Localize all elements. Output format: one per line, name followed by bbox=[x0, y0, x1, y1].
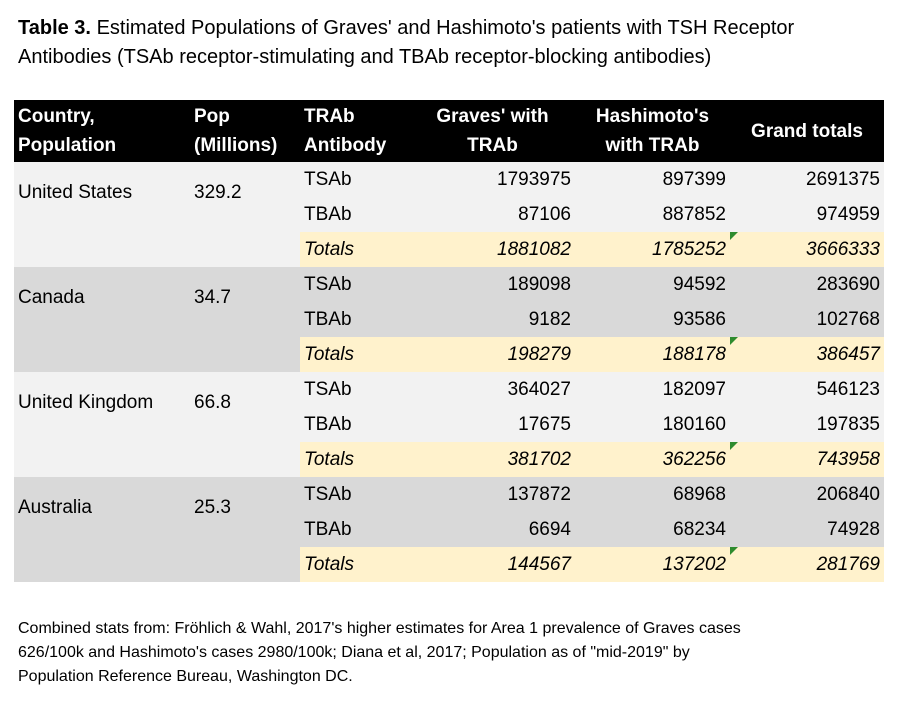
value-cell: 974959 bbox=[730, 197, 884, 232]
header-line: TRAb bbox=[467, 135, 518, 156]
table-row: Totals 144567 137202 281769 bbox=[14, 547, 884, 582]
table-body: United States 329.2 TSAb 1793975 897399 26913… bbox=[14, 162, 884, 582]
table-row: Totals 1881082 1785252 3666333 bbox=[14, 232, 884, 267]
value-cell: 743958 bbox=[730, 442, 884, 477]
value-cell: 102768 bbox=[730, 302, 884, 337]
antibody-cell: TBAb bbox=[300, 302, 410, 337]
population-cell: 25.3 bbox=[190, 477, 300, 582]
column-header: Grand totals bbox=[730, 100, 884, 162]
value-cell: 2691375 bbox=[730, 162, 884, 197]
title-label: Table 3. bbox=[18, 17, 91, 39]
header-line: Antibody bbox=[304, 135, 387, 156]
footnote-line: 626/100k and Hashimoto's cases 2980/100k… bbox=[18, 644, 690, 661]
value-cell: 897399 bbox=[575, 162, 730, 197]
population-cell: 329.2 bbox=[190, 162, 300, 267]
column-header: Graves' with TRAb bbox=[410, 100, 575, 162]
value-cell: 68968 bbox=[575, 477, 730, 512]
footnote: Combined stats from: Fröhlich & Wahl, 20… bbox=[18, 617, 741, 689]
antibody-cell: TBAb bbox=[300, 407, 410, 442]
antibody-cell: Totals bbox=[300, 547, 410, 582]
header-line: Grand totals bbox=[751, 120, 863, 142]
value-cell: 188178 bbox=[575, 337, 730, 372]
value-cell: 386457 bbox=[730, 337, 884, 372]
title-text: Antibodies (TSAb receptor-stimulating an… bbox=[18, 46, 712, 68]
table-row: Totals 198279 188178 386457 bbox=[14, 337, 884, 372]
value-cell: 283690 bbox=[730, 267, 884, 302]
table-row: Canada 34.7 TSAb 189098 94592 283690 bbox=[14, 267, 884, 372]
table-row: Australia 25.3 TSAb 137872 68968 206840 bbox=[14, 477, 884, 582]
column-header: TRAb Antibody bbox=[300, 100, 410, 162]
header-line: TRAb bbox=[304, 106, 355, 127]
antibody-cell: Totals bbox=[300, 232, 410, 267]
value-cell: 1881082 bbox=[410, 232, 575, 267]
value-cell: 1793975 bbox=[410, 162, 575, 197]
antibody-cell: TSAb bbox=[300, 477, 410, 512]
value-cell: 887852 bbox=[575, 197, 730, 232]
table-row: TBAb 9182 93586 102768 bbox=[14, 302, 884, 337]
value-cell: 182097 bbox=[575, 372, 730, 407]
header-line: (Millions) bbox=[194, 135, 278, 156]
value-cell: 364027 bbox=[410, 372, 575, 407]
antibody-cell: TSAb bbox=[300, 372, 410, 407]
antibody-cell: TBAb bbox=[300, 197, 410, 232]
data-table: Country, Population Pop (Millions) TRAb Antib… bbox=[14, 100, 884, 582]
population-cell: 34.7 bbox=[190, 267, 300, 372]
table-title: Table 3. Estimated Populations of Graves… bbox=[18, 14, 794, 72]
value-cell: 68234 bbox=[575, 512, 730, 547]
header-line: with TRAb bbox=[605, 135, 700, 156]
value-cell: 546123 bbox=[730, 372, 884, 407]
value-cell: 144567 bbox=[410, 547, 575, 582]
population-cell: 66.8 bbox=[190, 372, 300, 477]
header-line: Graves' with bbox=[436, 106, 549, 127]
table-row: United Kingdom 66.8 TSAb 364027 182097 546123 bbox=[14, 372, 884, 477]
header-line: Hashimoto's bbox=[595, 106, 710, 127]
title-text: Estimated Populations of Graves' and Has… bbox=[96, 17, 795, 39]
column-header: Hashimoto's with TRAb bbox=[575, 100, 730, 162]
column-header: Pop (Millions) bbox=[190, 100, 300, 162]
antibody-cell: Totals bbox=[300, 442, 410, 477]
value-cell: 74928 bbox=[730, 512, 884, 547]
country-cell: United States bbox=[14, 162, 190, 267]
antibody-cell: TSAb bbox=[300, 162, 410, 197]
country-cell: United Kingdom bbox=[14, 372, 190, 477]
value-cell: 198279 bbox=[410, 337, 575, 372]
table-row: United States 329.2 TSAb 1793975 897399 26913… bbox=[14, 162, 884, 267]
value-cell: 381702 bbox=[410, 442, 575, 477]
value-cell: 93586 bbox=[575, 302, 730, 337]
value-cell: 197835 bbox=[730, 407, 884, 442]
value-cell: 137872 bbox=[410, 477, 575, 512]
country-cell: Australia bbox=[14, 477, 190, 582]
column-header: Country, Population bbox=[14, 100, 190, 162]
footnote-line: Combined stats from: Fröhlich & Wahl, 20… bbox=[18, 620, 741, 637]
table-row: Totals 381702 362256 743958 bbox=[14, 442, 884, 477]
value-cell: 281769 bbox=[730, 547, 884, 582]
value-cell: 180160 bbox=[575, 407, 730, 442]
header-line: Pop bbox=[194, 106, 230, 127]
header-line: Country, bbox=[18, 106, 95, 127]
value-cell: 206840 bbox=[730, 477, 884, 512]
antibody-cell: TBAb bbox=[300, 512, 410, 547]
value-cell: 87106 bbox=[410, 197, 575, 232]
value-cell: 6694 bbox=[410, 512, 575, 547]
value-cell: 362256 bbox=[575, 442, 730, 477]
header-row: Country, Population Pop (Millions) TRAb Antib… bbox=[14, 100, 884, 162]
value-cell: 137202 bbox=[575, 547, 730, 582]
table-row: TBAb 6694 68234 74928 bbox=[14, 512, 884, 547]
value-cell: 94592 bbox=[575, 267, 730, 302]
value-cell: 9182 bbox=[410, 302, 575, 337]
footnote-line: Population Reference Bureau, Washington … bbox=[18, 668, 353, 685]
value-cell: 3666333 bbox=[730, 232, 884, 267]
header-line: Population bbox=[18, 135, 117, 156]
value-cell: 1785252 bbox=[575, 232, 730, 267]
value-cell: 189098 bbox=[410, 267, 575, 302]
table-row: TBAb 87106 887852 974959 bbox=[14, 197, 884, 232]
table-row: TBAb 17675 180160 197835 bbox=[14, 407, 884, 442]
country-cell: Canada bbox=[14, 267, 190, 372]
antibody-cell: Totals bbox=[300, 337, 410, 372]
antibody-cell: TSAb bbox=[300, 267, 410, 302]
value-cell: 17675 bbox=[410, 407, 575, 442]
